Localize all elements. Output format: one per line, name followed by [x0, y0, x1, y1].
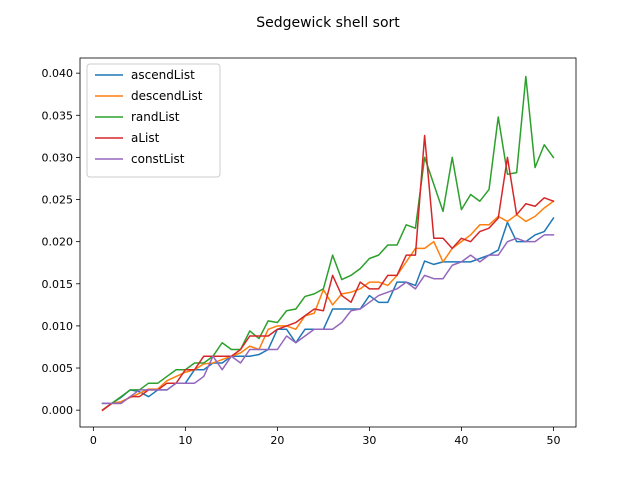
series-line-ascendList — [101, 217, 555, 405]
legend-label-ascendList: ascendList — [131, 68, 195, 82]
y-tick-label: 0.035 — [42, 109, 74, 122]
y-tick-label: 0.005 — [42, 362, 74, 375]
x-tick-label: 20 — [270, 434, 284, 447]
chart-title: Sedgewick shell sort — [256, 15, 400, 31]
y-tick-label: 0.020 — [42, 236, 74, 249]
axes-frame — [79, 57, 577, 428]
legend-label-aList: aList — [131, 131, 160, 145]
legend-label-descendList: descendList — [131, 89, 203, 103]
series-line-constList — [101, 234, 555, 405]
y-tick-label: 0.030 — [42, 151, 74, 164]
x-tick-label: 0 — [90, 434, 97, 447]
axes: 0 10 20 30 40 50 0.000 0.005 0.010 0.015 0.020 0.02… — [42, 57, 577, 447]
x-tick-label: 50 — [546, 434, 560, 447]
x-tick-label: 10 — [178, 434, 192, 447]
y-tick-label: 0.025 — [42, 194, 74, 207]
legend: ascendList descendList randList aList constL… — [86, 63, 221, 178]
legend-label-randList: randList — [131, 110, 180, 124]
series-line-randList — [101, 75, 555, 412]
y-tick-label: 0.000 — [42, 404, 74, 417]
y-tick-label: 0.040 — [42, 67, 74, 80]
legend-box — [86, 63, 221, 178]
plot-area — [101, 75, 555, 412]
series-line-aList — [101, 134, 555, 412]
y-tick-label: 0.015 — [42, 278, 74, 291]
x-tick-label: 30 — [362, 434, 376, 447]
series-line-descendList — [101, 200, 555, 412]
legend-label-constList: constList — [131, 152, 185, 166]
x-tick-label: 40 — [454, 434, 468, 447]
y-tick-label: 0.010 — [42, 320, 74, 333]
